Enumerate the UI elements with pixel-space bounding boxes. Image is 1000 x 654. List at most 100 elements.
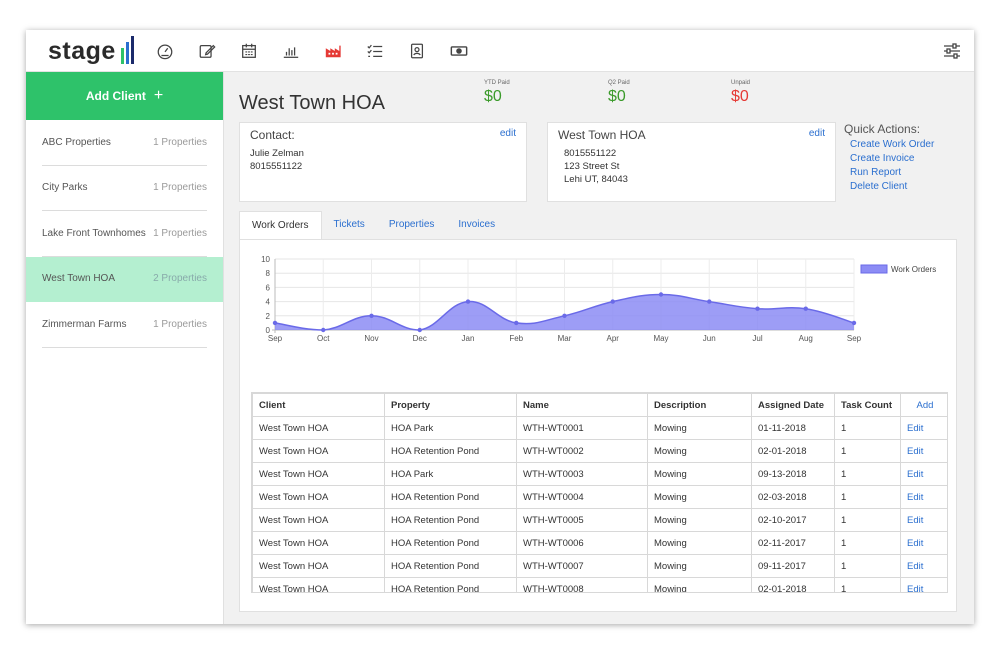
address-city: Lehi UT, 84043 [564, 174, 628, 185]
stat-q2-paid: Q2 Paid $0 [608, 80, 630, 106]
run-report-link[interactable]: Run Report [850, 167, 902, 178]
work-orders-table-container[interactable]: Client Property Name Description Assigned Da… [251, 392, 948, 593]
data-point[interactable] [851, 320, 857, 326]
client-property-count: 1 Properties [153, 136, 207, 148]
cell-description: Mowing [647, 462, 752, 486]
client-property-count: 1 Properties [153, 182, 207, 194]
address-phone: 8015551122 [564, 148, 617, 159]
dashboard-icon[interactable] [154, 40, 176, 62]
delete-client-link[interactable]: Delete Client [850, 181, 908, 192]
cell-task-count: 1 [834, 577, 901, 592]
bar-chart-icon[interactable] [280, 40, 302, 62]
cell-description: Mowing [647, 508, 752, 532]
data-point[interactable] [803, 306, 808, 311]
cell-name: WTH-WT0008 [516, 577, 648, 592]
x-tick-label: Feb [509, 334, 523, 343]
edit-row-link[interactable]: Edit [900, 439, 947, 463]
tab-invoices[interactable]: Invoices [458, 219, 496, 230]
column-header-assigned-date: Assigned Date [751, 393, 835, 417]
page-title: West Town HOA [239, 92, 385, 114]
cell-property: HOA Retention Pond [384, 439, 517, 463]
add-client-button[interactable]: Add Client + [26, 72, 223, 120]
edit-row-link[interactable]: Edit [900, 531, 947, 555]
client-detail: West Town HOA YTD Paid $0 Q2 Paid $0 Unp… [224, 72, 974, 624]
cell-name: WTH-WT0001 [516, 416, 648, 440]
client-name: City Parks [42, 182, 88, 194]
create-invoice-link[interactable]: Create Invoice [850, 153, 915, 164]
data-point[interactable] [417, 327, 422, 333]
cell-assigned-date: 02-10-2017 [751, 508, 835, 532]
client-item-city-parks[interactable]: City Parks 1 Properties [26, 166, 223, 211]
client-name: ABC Properties [42, 136, 111, 148]
quick-actions-title: Quick Actions: [844, 122, 921, 136]
edit-row-link[interactable]: Edit [900, 577, 947, 592]
tab-work-orders[interactable]: Work Orders [239, 211, 322, 240]
data-point[interactable] [465, 299, 471, 304]
cell-client: West Town HOA [252, 554, 385, 578]
address-street: 123 Street St [564, 161, 620, 172]
checklist-icon[interactable] [364, 40, 386, 62]
money-icon[interactable] [448, 40, 470, 62]
client-item-zimmerman-farms[interactable]: Zimmerman Farms 1 Properties [26, 302, 223, 348]
client-list: ABC Properties 1 Properties City Parks 1 Pr… [26, 120, 223, 348]
stat-ytd-paid: YTD Paid $0 [484, 80, 510, 106]
edit-row-link[interactable]: Edit [900, 554, 947, 578]
cell-client: West Town HOA [252, 462, 385, 486]
client-item-abc-properties[interactable]: ABC Properties 1 Properties [26, 120, 223, 166]
add-work-order-button[interactable]: Add [900, 393, 947, 417]
contact-card-icon[interactable] [406, 40, 428, 62]
logo[interactable]: stage [48, 36, 134, 65]
x-tick-label: Jun [703, 334, 716, 343]
plus-icon: + [153, 87, 164, 104]
factory-icon[interactable] [322, 40, 344, 62]
edit-row-link[interactable]: Edit [900, 462, 947, 486]
cell-client: West Town HOA [252, 439, 385, 463]
data-point[interactable] [707, 299, 712, 304]
data-point[interactable] [562, 313, 567, 318]
top-bar: stage [26, 30, 974, 72]
data-point[interactable] [514, 320, 519, 326]
cell-task-count: 1 [834, 462, 901, 486]
client-item-lake-front-townhomes[interactable]: Lake Front Townhomes 1 Properties [26, 211, 223, 257]
cell-task-count: 1 [834, 508, 901, 532]
edit-row-link[interactable]: Edit [900, 508, 947, 532]
calendar-icon[interactable] [238, 40, 260, 62]
data-point[interactable] [321, 327, 326, 333]
cell-task-count: 1 [834, 485, 901, 509]
contact-phone: 8015551122 [250, 161, 303, 172]
cell-property: HOA Park [384, 416, 517, 440]
cell-description: Mowing [647, 577, 752, 592]
cell-description: Mowing [647, 531, 752, 555]
table-header-row: Client Property Name Description Assigned Da… [252, 393, 947, 417]
data-point[interactable] [272, 320, 278, 326]
sliders-icon[interactable] [942, 41, 962, 61]
cell-property: HOA Retention Pond [384, 508, 517, 532]
x-tick-label: May [653, 334, 668, 343]
data-point[interactable] [610, 299, 615, 304]
create-work-order-link[interactable]: Create Work Order [850, 139, 935, 150]
edit-row-link[interactable]: Edit [900, 416, 947, 440]
cell-assigned-date: 09-13-2018 [751, 462, 835, 486]
cell-name: WTH-WT0005 [516, 508, 648, 532]
table-row: West Town HOA HOA Retention Pond WTH-WT000… [252, 508, 947, 532]
edit-row-link[interactable]: Edit [900, 485, 947, 509]
cell-property: HOA Retention Pond [384, 485, 517, 509]
data-point[interactable] [369, 313, 374, 318]
client-property-count: 1 Properties [153, 318, 207, 330]
y-tick-label: 2 [266, 312, 271, 321]
data-point[interactable] [755, 306, 760, 311]
edit-icon[interactable] [196, 40, 218, 62]
y-tick-label: 0 [266, 326, 271, 335]
contact-edit-link[interactable]: edit [499, 128, 516, 139]
client-item-west-town-hoa[interactable]: West Town HOA 2 Properties [26, 256, 223, 302]
address-edit-link[interactable]: edit [808, 128, 825, 139]
tab-tickets[interactable]: Tickets [333, 219, 365, 230]
cell-assigned-date: 02-01-2018 [751, 577, 835, 592]
cell-client: West Town HOA [252, 531, 385, 555]
tab-properties[interactable]: Properties [388, 219, 435, 230]
data-point[interactable] [658, 292, 664, 297]
client-item-row: Zimmerman Farms 1 Properties [42, 302, 207, 348]
contact-title: Contact: [250, 128, 295, 142]
cell-description: Mowing [647, 439, 752, 463]
cell-name: WTH-WT0002 [516, 439, 648, 463]
